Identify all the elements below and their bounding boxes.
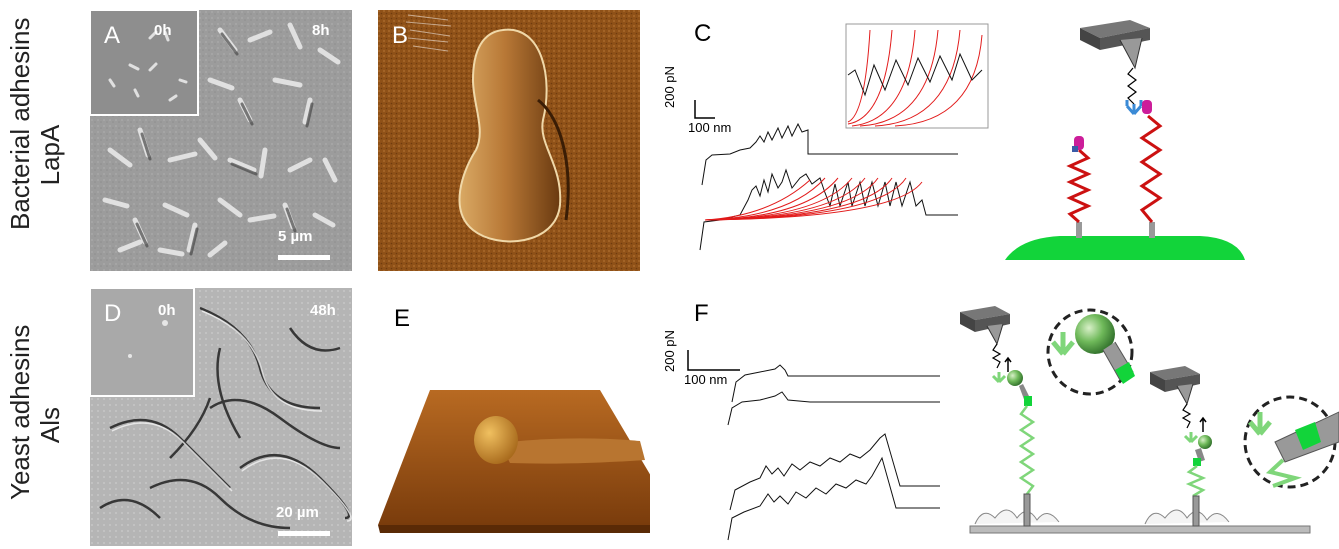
force-scale-label: 200 pN <box>662 66 677 108</box>
panel-label: E <box>394 305 411 332</box>
panel-label: F <box>694 300 709 327</box>
panel-label: A <box>104 22 121 49</box>
inset-time: 0h <box>154 22 172 39</box>
panel-c-force-curves: C 200 pN 100 nm <box>660 10 990 270</box>
panel-b-afm-image: B <box>378 10 640 271</box>
scale-label: 20 µm <box>276 504 319 521</box>
main-time: 8h <box>312 22 330 39</box>
panel-d-micrograph: D 0h 48h 20 µm <box>90 288 352 546</box>
panel-a-micrograph: A 0h 8h 5 µm <box>90 10 352 271</box>
row-label-bacterial: Bacterial adhesins LapA <box>5 17 65 230</box>
main-time: 48h <box>310 302 336 319</box>
force-curves-chart <box>687 350 940 541</box>
bacterium-afm <box>378 10 640 271</box>
panel-e-afm-3d: E <box>370 295 650 540</box>
panel-label: B <box>392 22 409 49</box>
row-title: Bacterial adhesins <box>5 17 35 230</box>
row-label-yeast: Yeast adhesins Als <box>5 324 65 500</box>
panel-f-force-curves: F 200 pN 100 nm <box>660 290 950 545</box>
row-protein: LapA <box>35 124 65 186</box>
lapa-schematic <box>1005 20 1245 260</box>
scale-label: 5 µm <box>278 228 313 245</box>
row-protein: Als <box>35 406 65 444</box>
panel-c-schematic <box>1000 10 1250 270</box>
force-curves-chart <box>694 23 989 251</box>
force-scale-label: 200 pN <box>662 330 677 372</box>
yeast-image <box>90 288 352 546</box>
yeast-afm-3d <box>378 390 650 533</box>
panel-label: D <box>104 300 122 327</box>
panel-label: C <box>694 20 712 47</box>
panel-f-schematic <box>955 292 1339 547</box>
distance-scale-label: 100 nm <box>684 372 728 387</box>
als-schematic <box>960 306 1339 534</box>
distance-scale-label: 100 nm <box>688 120 732 135</box>
inset-time: 0h <box>158 302 176 319</box>
row-title: Yeast adhesins <box>5 324 35 500</box>
bacteria-image <box>90 10 352 271</box>
